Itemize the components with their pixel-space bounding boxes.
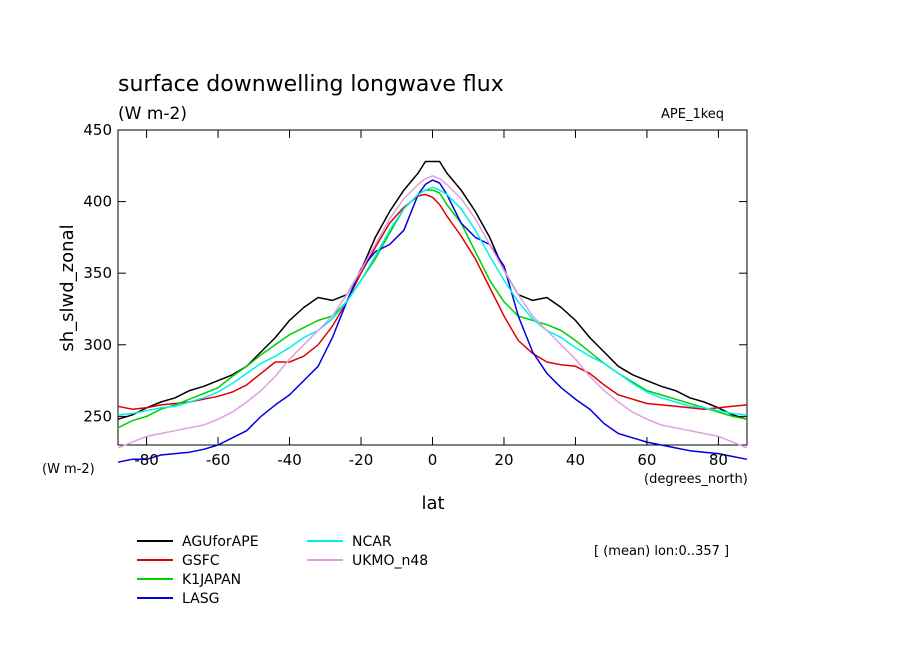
y-units-label: (W m-2) bbox=[42, 462, 95, 477]
legend: AGUforAPE GSFC K1JAPAN LASG NCAR UKMO_n48 bbox=[137, 534, 428, 607]
y-tick-label: 300 bbox=[83, 336, 112, 354]
y-axis-label: sh_slwd_zonal bbox=[57, 224, 78, 351]
x-tick-label: 20 bbox=[494, 451, 513, 469]
x-tick-label: 80 bbox=[709, 451, 728, 469]
y-tick-label: 450 bbox=[83, 121, 112, 139]
series-line-ukmo-n48 bbox=[117, 175, 748, 449]
x-units-label: (degrees_north) bbox=[644, 472, 748, 487]
x-tick-label: 60 bbox=[637, 451, 656, 469]
legend-label: AGUforAPE bbox=[182, 534, 259, 550]
chart-units: (W m-2) bbox=[118, 104, 187, 124]
series-line-ncar bbox=[117, 186, 748, 416]
legend-label: LASG bbox=[182, 591, 219, 607]
x-tick-label: 40 bbox=[566, 451, 585, 469]
x-tick-label: -20 bbox=[349, 451, 374, 469]
y-tick-label: 250 bbox=[83, 407, 112, 425]
legend-label: GSFC bbox=[182, 553, 220, 569]
x-tick-label: -40 bbox=[277, 451, 302, 469]
x-tick-label: -60 bbox=[206, 451, 231, 469]
y-tick-label: 400 bbox=[83, 193, 112, 211]
x-tick-label: 0 bbox=[428, 451, 438, 469]
chart-title: surface downwelling longwave flux bbox=[118, 72, 504, 97]
x-tick-label: -80 bbox=[134, 451, 159, 469]
legend-label: K1JAPAN bbox=[182, 572, 241, 588]
series-line-aguforape bbox=[117, 160, 748, 420]
y-tick-label: 350 bbox=[83, 264, 112, 282]
series-line-lasg bbox=[117, 179, 748, 463]
x-axis-label: lat bbox=[421, 493, 444, 514]
series-line-gsfc bbox=[117, 193, 748, 410]
legend-label: NCAR bbox=[352, 534, 392, 550]
series-layer bbox=[117, 160, 748, 463]
series-line-k1japan bbox=[117, 189, 748, 429]
case-label: APE_1keq bbox=[661, 107, 724, 122]
legend-label: UKMO_n48 bbox=[352, 553, 428, 569]
axis-layer: -80 -60 -40 -20 0 20 40 60 80 250 300 350 400 450 bbox=[83, 121, 747, 469]
mean-note: [ (mean) lon:0..357 ] bbox=[594, 544, 729, 559]
